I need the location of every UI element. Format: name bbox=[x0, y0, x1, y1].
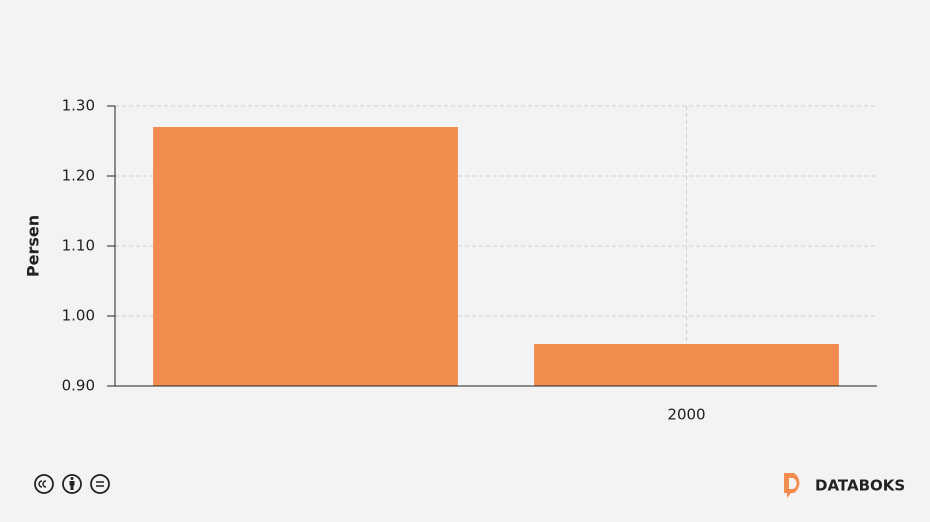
y-axis-label: Persen bbox=[24, 215, 43, 277]
y-tick-label: 1.00 bbox=[62, 307, 95, 325]
bar bbox=[534, 344, 839, 386]
brand-logo bbox=[784, 473, 800, 498]
bar bbox=[153, 127, 458, 386]
license-icons bbox=[34, 474, 110, 494]
y-tick-label: 1.20 bbox=[62, 167, 95, 185]
brand-name: DATABOKS bbox=[815, 477, 905, 495]
y-tick-label: 1.30 bbox=[62, 97, 95, 115]
y-tick-label: 0.90 bbox=[62, 377, 95, 395]
y-tick-label: 1.10 bbox=[62, 237, 95, 255]
x-tick-label: 2000 bbox=[667, 406, 705, 424]
